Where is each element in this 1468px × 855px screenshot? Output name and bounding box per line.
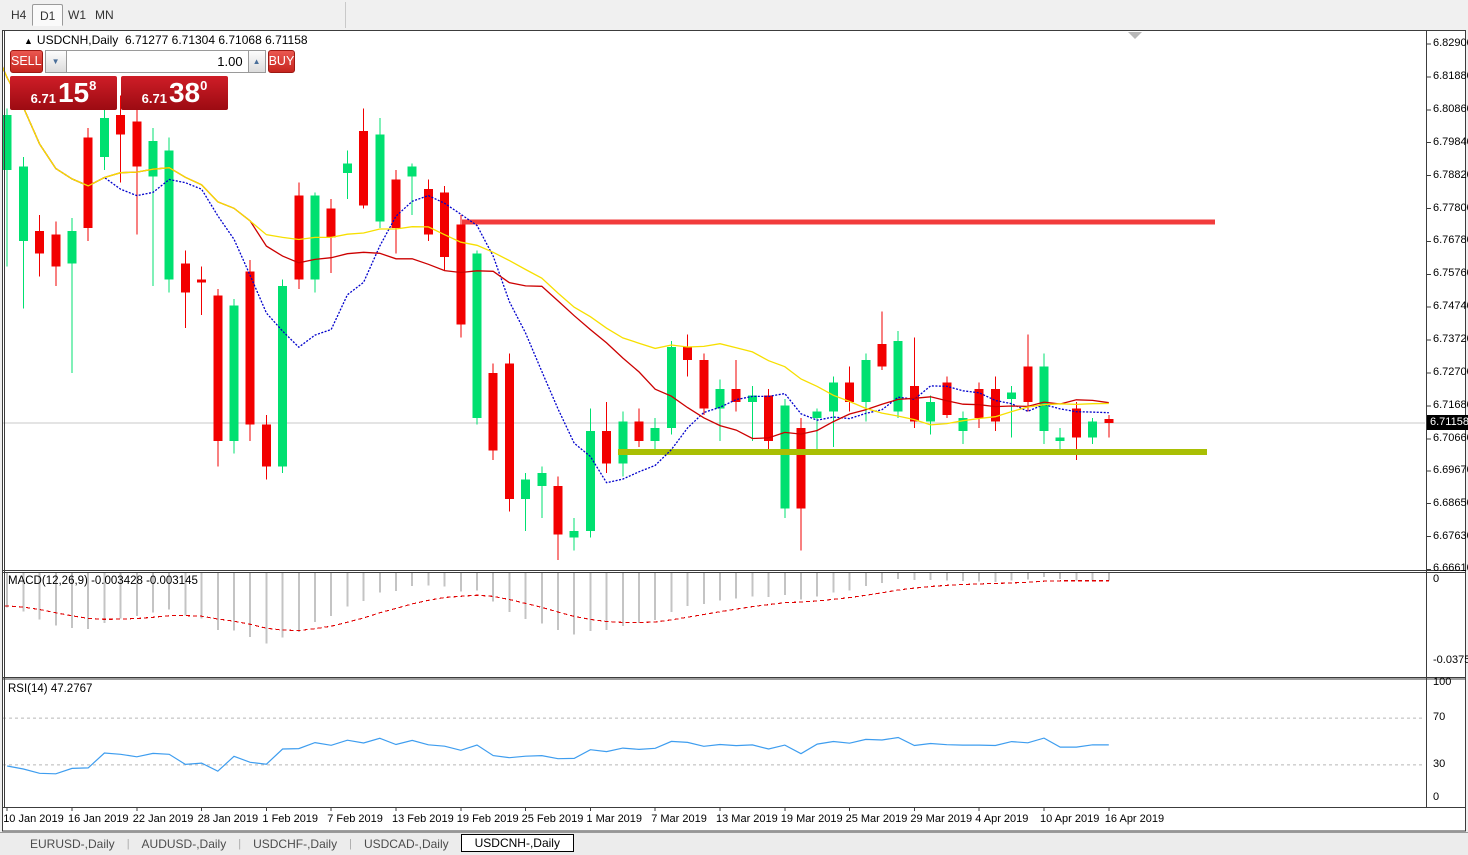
buy-price-tile[interactable]: 6.71 38 0	[121, 76, 228, 110]
chart-tab-usdchf[interactable]: USDCHF-,Daily	[253, 837, 338, 851]
rsi-indicator-label: RSI(14) 47.2767	[8, 683, 93, 695]
date-axis-label: 1 Mar 2019	[586, 813, 643, 825]
buy-price-fraction: 0	[200, 78, 208, 93]
chart-title-ohlc: 6.71277 6.71304 6.71068 6.71158	[124, 33, 308, 47]
price-axis-label: 6.68650	[1433, 496, 1468, 509]
volume-input[interactable]	[66, 50, 248, 73]
price-axis-label: 6.80860	[1433, 102, 1468, 115]
one-click-trade-widget: SELL ▼ ▲ BUY 6.71 15 8 6.71 38 0	[10, 50, 296, 110]
sell-button[interactable]: SELL	[10, 50, 43, 73]
date-axis-label: 25 Mar 2019	[845, 813, 908, 825]
date-axis-label: 19 Feb 2019	[456, 813, 519, 825]
chart-tab-eurusd[interactable]: EURUSD-,Daily	[30, 837, 115, 851]
macd-axis-min: -0.037529	[1433, 654, 1468, 666]
chart-tab-audusd[interactable]: AUDUSD-,Daily	[141, 837, 227, 851]
current-price-tag: 6.71158	[1427, 415, 1468, 431]
date-axis-label: 28 Jan 2019	[197, 813, 259, 825]
volume-spinner: ▼ ▲	[44, 50, 266, 73]
sell-price-prefix: 6.71	[30, 91, 56, 106]
macd-indicator-label: MACD(12,26,9) -0.003428 -0.003145	[8, 575, 198, 587]
sell-price-pips: 15	[57, 77, 90, 108]
period-tab-d1[interactable]: D1	[32, 4, 64, 26]
buy-price-pips: 38	[168, 77, 201, 108]
buy-button[interactable]: BUY	[267, 50, 296, 73]
buy-price-prefix: 6.71	[141, 91, 167, 106]
macd-axis-zero: 0	[1433, 573, 1440, 585]
sell-price-fraction: 8	[89, 78, 97, 93]
period-tab-mn[interactable]: MN	[95, 8, 114, 22]
date-axis-label: 19 Mar 2019	[780, 813, 843, 825]
price-axis-label: 6.78820	[1433, 168, 1468, 181]
date-axis-label: 29 Mar 2019	[910, 813, 973, 825]
price-axis-label: 6.74740	[1433, 300, 1468, 313]
tab-separator: |	[126, 838, 130, 850]
price-axis-label: 6.72700	[1433, 366, 1468, 379]
toolbar-separator	[345, 2, 346, 28]
rsi-axis-label: 100	[1433, 676, 1452, 688]
price-axis-label: 6.79840	[1433, 135, 1468, 148]
date-axis-label: 16 Jan 2019	[68, 813, 129, 825]
price-axis-label: 6.67630	[1433, 529, 1468, 542]
date-axis-label: 1 Feb 2019	[262, 813, 319, 825]
chart-tab-usdcnh[interactable]: USDCNH-,Daily	[460, 834, 574, 852]
period-tab-h4[interactable]: H4	[11, 8, 27, 22]
rsi-axis-label: 30	[1433, 758, 1446, 770]
period-tab-w1[interactable]: W1	[68, 8, 86, 22]
chart-tab-usdcad[interactable]: USDCAD-,Daily	[363, 837, 449, 851]
volume-decrease-icon[interactable]: ▼	[44, 50, 67, 73]
date-axis-label: 7 Mar 2019	[651, 813, 707, 825]
date-axis-label: 10 Apr 2019	[1040, 813, 1100, 825]
collapse-arrow-icon[interactable]: ▲	[24, 36, 33, 46]
rsi-axis-label: 70	[1433, 711, 1446, 723]
price-axis-label: 6.82900	[1433, 37, 1468, 49]
price-axis-label: 6.69670	[1433, 463, 1468, 476]
volume-increase-icon[interactable]: ▲	[247, 50, 266, 73]
price-axis-label: 6.71680	[1433, 398, 1468, 411]
price-axis-label: 6.70660	[1433, 431, 1468, 444]
rsi-axis-label: 0	[1433, 791, 1440, 803]
chart-title: ▲ USDCNH,Daily 6.71277 6.71304 6.71068 6.…	[24, 33, 308, 47]
tab-separator: |	[238, 838, 242, 850]
chart-title-symbol: USDCNH,Daily	[36, 33, 119, 47]
date-axis-label: 4 Apr 2019	[975, 813, 1029, 825]
chart-tab-bar: EURUSD-,Daily | AUDUSD-,Daily | USDCHF-,…	[0, 832, 1468, 855]
date-axis-label: 13 Feb 2019	[392, 813, 454, 825]
sell-price-tile[interactable]: 6.71 15 8	[10, 76, 117, 110]
period-toolbar: H4 D1 W1 MN	[0, 0, 1468, 30]
price-axis-label: 6.76780	[1433, 234, 1468, 247]
date-axis-label: 22 Jan 2019	[132, 813, 194, 825]
date-axis-label: 25 Feb 2019	[521, 813, 584, 825]
tab-separator: |	[349, 838, 352, 850]
price-axis-label: 6.81880	[1433, 69, 1468, 82]
date-axis-label: 16 Apr 2019	[1104, 813, 1165, 825]
price-axis-label: 6.73720	[1433, 333, 1468, 346]
price-axis-label: 6.75760	[1433, 267, 1468, 280]
date-axis-label: 7 Feb 2019	[327, 813, 383, 825]
date-axis-label: 13 Mar 2019	[716, 813, 778, 825]
price-axis-label: 6.77800	[1433, 201, 1468, 214]
date-axis-label: 10 Jan 2019	[3, 813, 64, 825]
